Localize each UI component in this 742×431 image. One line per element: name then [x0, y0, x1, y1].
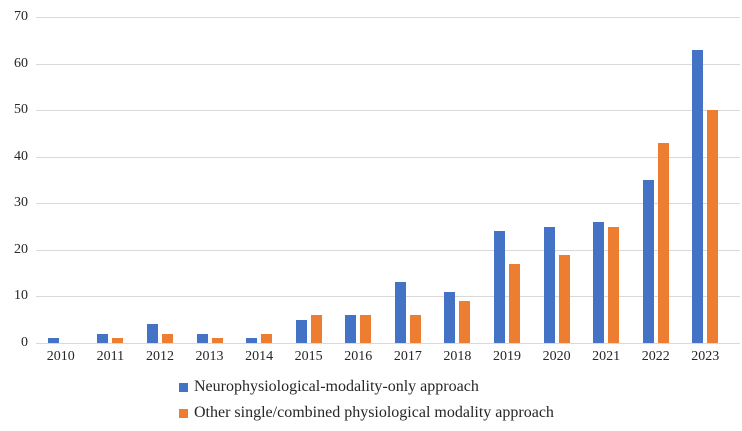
- bar-group-2012: [135, 17, 185, 343]
- bar-series0-2017: [394, 282, 406, 343]
- gridline-10: [36, 296, 740, 298]
- bar-series0-2023: [692, 49, 704, 343]
- bar-group-2011: [86, 17, 136, 343]
- x-axis: 2010 2011 2012 2013 2014 2015 2016 2017 2018 2019…: [36, 349, 730, 365]
- y-axis-tick-label: 70: [14, 9, 28, 24]
- y-axis-tick-label: 0: [21, 335, 28, 350]
- y-axis-tick-label: 10: [14, 288, 28, 304]
- bar-series1-2018: [459, 301, 471, 343]
- bar-series0-2014: [246, 338, 258, 343]
- bar-series0-2022: [642, 180, 654, 343]
- x-axis-year-label: 2013: [195, 349, 224, 364]
- legend-swatch-blue-icon: [179, 382, 188, 392]
- bar-group-2015: [284, 17, 334, 343]
- bar-series1-2023: [707, 110, 719, 343]
- bar-group-2016: [333, 17, 383, 343]
- plot-area: [36, 17, 740, 344]
- gridline-50: [36, 110, 740, 112]
- legend-item-other-physiological: Other single/combined physiological moda…: [179, 400, 554, 426]
- bar-series0-2016: [345, 315, 357, 343]
- bar-series1-2015: [310, 315, 322, 343]
- legend: Neurophysiological-modality-only approac…: [179, 374, 554, 426]
- legend-label: Other single/combined physiological moda…: [194, 404, 554, 421]
- x-axis-year-label: 2020: [542, 349, 571, 364]
- x-axis-year-label: 2017: [393, 349, 422, 364]
- y-axis-tick-label: 40: [14, 148, 28, 164]
- bar-group-2017: [383, 17, 433, 343]
- x-axis-year-label: 2011: [96, 349, 125, 364]
- bar-group-2020: [532, 17, 582, 343]
- gridline-70: [36, 17, 740, 18]
- gridline-40: [36, 156, 740, 158]
- bar-series0-2010: [47, 338, 59, 343]
- x-axis-year-label: 2022: [641, 349, 670, 364]
- x-axis-year-label: 2015: [294, 349, 323, 364]
- x-axis-year-label: 2012: [145, 349, 174, 364]
- bar-series1-2013: [211, 338, 223, 343]
- gridline-60: [36, 63, 740, 65]
- legend-swatch-orange-icon: [179, 408, 188, 418]
- legend-item-neurophysiological: Neurophysiological-modality-only approac…: [179, 374, 554, 400]
- bar-group-2023: [681, 17, 731, 343]
- bar-group-2022: [631, 17, 681, 343]
- bar-series1-2017: [409, 315, 421, 343]
- bar-series0-2011: [97, 333, 109, 343]
- bar-series1-2012: [161, 333, 173, 343]
- bar-series0-2015: [295, 319, 307, 343]
- y-axis-tick-label: 30: [14, 195, 28, 211]
- bar-series1-2022: [657, 142, 669, 343]
- bar-group-2010: [36, 17, 86, 343]
- bar-series1-2021: [608, 226, 620, 343]
- bar-series1-2019: [508, 263, 520, 343]
- bar-group-2018: [433, 17, 483, 343]
- gridline-30: [36, 203, 740, 205]
- x-axis-year-label: 2018: [443, 349, 472, 364]
- bar-group-2019: [482, 17, 532, 343]
- x-axis-year-label: 2014: [245, 349, 274, 364]
- y-axis-tick-label: 60: [14, 55, 28, 71]
- bar-series1-2014: [261, 333, 273, 343]
- bar-series1-2011: [112, 338, 124, 343]
- gridline-0: [36, 343, 740, 344]
- bar-series0-2013: [196, 333, 208, 343]
- bar-series0-2012: [146, 324, 158, 343]
- gridline-20: [36, 249, 740, 251]
- y-axis-tick-label: 50: [14, 102, 28, 118]
- y-axis-tick-label: 20: [14, 241, 28, 257]
- bar-series0-2020: [543, 226, 555, 343]
- x-axis-year-label: 2019: [492, 349, 521, 364]
- bar-group-2021: [581, 17, 631, 343]
- bar-group-2014: [234, 17, 284, 343]
- bar-series1-2020: [558, 254, 570, 343]
- x-axis-year-label: 2010: [46, 349, 75, 364]
- bar-group-2013: [185, 17, 235, 343]
- x-axis-year-label: 2023: [691, 349, 720, 364]
- legend-label: Neurophysiological-modality-only approac…: [194, 378, 479, 395]
- bar-groups: [36, 17, 730, 343]
- bar-series0-2019: [493, 231, 505, 343]
- bar-series1-2016: [360, 315, 372, 343]
- bar-series0-2021: [593, 221, 605, 343]
- bar-series0-2018: [444, 291, 456, 343]
- x-axis-year-label: 2016: [344, 349, 373, 364]
- x-axis-year-label: 2021: [592, 349, 621, 364]
